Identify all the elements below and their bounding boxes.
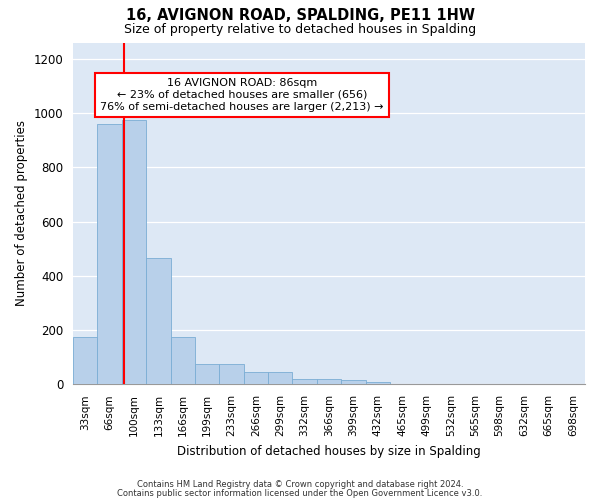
- X-axis label: Distribution of detached houses by size in Spalding: Distribution of detached houses by size …: [177, 444, 481, 458]
- Text: Contains public sector information licensed under the Open Government Licence v3: Contains public sector information licen…: [118, 488, 482, 498]
- Y-axis label: Number of detached properties: Number of detached properties: [15, 120, 28, 306]
- Bar: [220, 364, 244, 384]
- Text: Contains HM Land Registry data © Crown copyright and database right 2024.: Contains HM Land Registry data © Crown c…: [137, 480, 463, 489]
- Bar: [170, 337, 195, 384]
- Text: Size of property relative to detached houses in Spalding: Size of property relative to detached ho…: [124, 22, 476, 36]
- Bar: [97, 124, 122, 384]
- Bar: [317, 379, 341, 384]
- Bar: [341, 380, 365, 384]
- Bar: [73, 337, 97, 384]
- Bar: [122, 120, 146, 384]
- Text: 16 AVIGNON ROAD: 86sqm
← 23% of detached houses are smaller (656)
76% of semi-de: 16 AVIGNON ROAD: 86sqm ← 23% of detached…: [100, 78, 384, 112]
- Bar: [268, 372, 292, 384]
- Bar: [195, 364, 220, 384]
- Bar: [146, 258, 170, 384]
- Bar: [244, 372, 268, 384]
- Text: 16, AVIGNON ROAD, SPALDING, PE11 1HW: 16, AVIGNON ROAD, SPALDING, PE11 1HW: [125, 8, 475, 22]
- Bar: [292, 379, 317, 384]
- Bar: [365, 382, 390, 384]
